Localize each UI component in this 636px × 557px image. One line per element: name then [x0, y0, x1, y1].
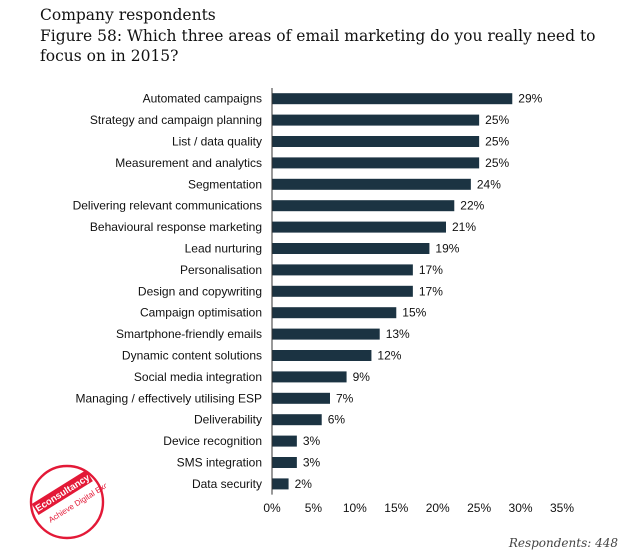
category-label: Design and copywriting: [138, 284, 262, 298]
x-tick-label: 20%: [426, 501, 450, 515]
value-label: 25%: [485, 156, 509, 170]
value-label: 9%: [353, 370, 371, 384]
value-label: 17%: [419, 284, 443, 298]
x-tick-label: 35%: [550, 501, 574, 515]
bar: [272, 221, 446, 233]
value-label: 2%: [295, 477, 313, 491]
logo-circle: [29, 464, 105, 540]
bar: [272, 93, 513, 105]
bar: [272, 435, 297, 447]
category-label: Personalisation: [180, 263, 262, 277]
category-label: Dynamic content solutions: [122, 349, 262, 363]
bar: [272, 285, 413, 297]
value-label: 17%: [419, 263, 443, 277]
bar: [272, 350, 372, 361]
x-tick-label: 15%: [384, 501, 408, 515]
value-label: 13%: [386, 327, 410, 341]
x-tick-label: 5%: [305, 501, 323, 515]
category-label: Behavioural response marketing: [90, 220, 262, 234]
x-tick-label: 30%: [509, 501, 533, 515]
bar: [272, 414, 322, 426]
bar: [272, 457, 297, 468]
logo-banner: [31, 470, 93, 516]
bar: [272, 328, 380, 340]
bar: [272, 178, 471, 190]
value-label: 24%: [477, 177, 501, 191]
chart-subtitle: Company respondents: [40, 6, 216, 24]
bar: [272, 243, 430, 254]
value-label: 6%: [328, 413, 346, 427]
x-tick-label: 25%: [467, 501, 491, 515]
category-label: Social media integration: [134, 370, 262, 384]
value-label: 25%: [485, 135, 509, 149]
x-tick-label: 0%: [263, 501, 281, 515]
chart-title: Figure 58: Which three areas of email ma…: [40, 27, 596, 65]
category-label: Lead nurturing: [185, 242, 262, 256]
category-label: Smartphone-friendly emails: [116, 327, 262, 341]
value-label: 19%: [435, 242, 459, 256]
category-label: Strategy and campaign planning: [90, 113, 262, 127]
category-label: SMS integration: [177, 456, 262, 470]
bar: [272, 114, 480, 126]
value-label: 12%: [377, 349, 401, 363]
bar: [272, 371, 347, 383]
category-label: List / data quality: [172, 135, 262, 149]
value-label: 3%: [303, 434, 321, 448]
bar: [272, 392, 330, 404]
category-label: Deliverability: [194, 413, 262, 427]
bar: [272, 264, 413, 276]
value-label: 29%: [518, 92, 542, 106]
category-label: Automated campaigns: [143, 92, 262, 106]
category-label: Measurement and analytics: [115, 156, 262, 170]
value-label: 15%: [402, 306, 426, 320]
bar: [272, 478, 289, 490]
value-label: 22%: [460, 199, 484, 213]
respondents-note: Respondents: 448: [508, 536, 618, 550]
category-label: Managing / effectively utilising ESP: [75, 391, 262, 405]
category-label: Campaign optimisation: [140, 306, 262, 320]
value-label: 7%: [336, 391, 354, 405]
category-label: Data security: [192, 477, 262, 491]
econsultancy-logo: Econsultancy Achieve Digital Excellence: [29, 464, 106, 540]
value-label: 3%: [303, 456, 321, 470]
value-label: 21%: [452, 220, 476, 234]
category-label: Delivering relevant communications: [73, 199, 262, 213]
x-tick-label: 10%: [343, 501, 367, 515]
category-label: Device recognition: [163, 434, 262, 448]
bar: [272, 136, 480, 147]
bar: [272, 157, 480, 169]
category-label: Segmentation: [188, 177, 262, 191]
bar: [272, 200, 455, 212]
bar: [272, 307, 397, 319]
value-label: 25%: [485, 113, 509, 127]
